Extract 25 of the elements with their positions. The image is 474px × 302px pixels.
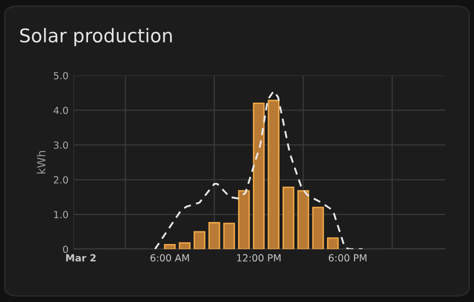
bar <box>238 190 250 250</box>
bar <box>194 231 206 250</box>
bar <box>223 222 236 250</box>
bar <box>297 190 310 250</box>
y-tick-label: 5.0 <box>54 72 68 80</box>
bar <box>178 242 191 250</box>
chart-title: Solar production <box>20 28 172 46</box>
y-axis-title: kWh <box>36 151 46 174</box>
line-series <box>154 90 364 250</box>
bar <box>208 222 220 250</box>
x-tick-label: 6:00 PM <box>328 254 366 262</box>
y-tick-label: 2.0 <box>54 176 68 184</box>
y-tick-label: 4.0 <box>54 106 68 114</box>
y-tick-label: 1.0 <box>54 210 68 218</box>
x-tick-label: 12:00 PM <box>237 254 281 262</box>
bar <box>282 186 294 250</box>
bar <box>327 237 339 250</box>
bar <box>268 100 280 250</box>
x-tick-label: Mar 2 <box>66 254 96 262</box>
x-tick-label: 6:00 AM <box>150 254 189 262</box>
y-tick-label: 3.0 <box>54 141 68 149</box>
bar <box>312 206 324 250</box>
bar <box>252 102 265 250</box>
bar <box>164 244 176 250</box>
y-tick-label: 0 <box>63 246 68 253</box>
